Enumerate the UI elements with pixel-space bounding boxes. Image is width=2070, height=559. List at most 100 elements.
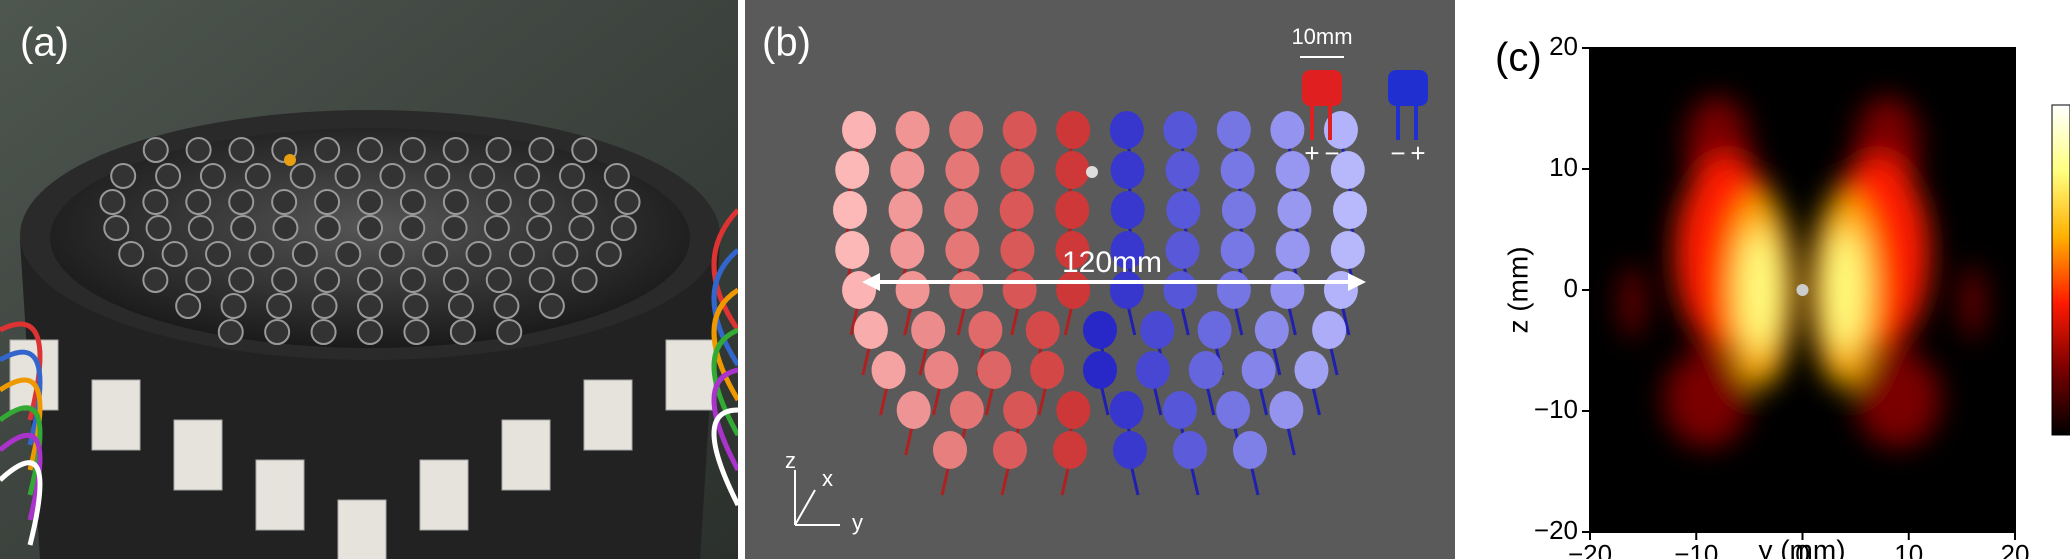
transducer [357,293,383,319]
transducer [483,215,510,241]
axis-letter: y [852,510,863,535]
y-tick-label: −20 [1534,515,1578,545]
transducer [944,191,979,229]
transducer [314,267,341,293]
transducer [538,293,565,319]
y-tick-label: −10 [1534,394,1578,424]
transducer [442,137,469,163]
pin-polarity: + [1304,138,1319,168]
wire [711,208,738,332]
transducer [357,189,383,215]
transducer [1055,231,1090,269]
transducer [379,163,406,189]
panel-label: (a) [20,21,69,65]
scale-label: 10mm [1291,24,1352,49]
transducer [1002,111,1037,149]
transducer [310,319,337,345]
transducer [993,431,1027,469]
connector [255,459,305,531]
transducer [1163,271,1198,309]
transducer [145,215,172,241]
transducer [402,293,429,319]
transducer [528,137,555,163]
transducer [842,271,877,309]
transducer [1165,231,1200,269]
focus-point [1086,166,1098,178]
pin-polarity: + [1410,138,1425,168]
transducer [610,215,637,241]
connector [501,419,551,491]
transducer [614,189,641,215]
transducer [1000,231,1035,269]
heat-blob [1825,229,1865,351]
transducer [1216,111,1251,149]
transducer [469,163,496,189]
photo-panel [0,0,738,559]
transducer [968,311,1003,349]
bead [284,154,296,166]
transducer [1269,391,1304,429]
transducer [1055,191,1090,229]
transducer [871,351,906,389]
transducer [571,267,598,293]
transducer [1113,431,1147,469]
transducer [1109,111,1144,149]
transducer [266,293,293,319]
transducer [833,191,867,229]
transducer [1241,351,1276,389]
axis-letter: z [785,448,796,473]
transducer [1165,151,1200,189]
transducer [571,189,598,215]
transducer [1221,191,1256,229]
transducer [228,267,255,293]
heat-blob [1961,265,1984,339]
transducer [1002,271,1037,309]
transducer [271,189,298,215]
transducer [1055,151,1090,189]
transducer [442,267,469,293]
x-tick-label: 10 [1894,539,1923,559]
transducer [155,163,182,189]
transducer [552,241,579,267]
transducer [1188,351,1223,389]
wire [711,367,738,472]
transducer [568,215,595,241]
transducer [1163,111,1198,149]
transducer [1197,311,1232,349]
wire [0,349,43,446]
wire [711,327,738,437]
transducer [493,293,520,319]
heat-blob [1664,350,1750,448]
transducer [485,267,512,293]
transducer [422,241,449,267]
transducer [357,137,383,163]
transducer [1254,311,1289,349]
transducer [424,163,451,189]
transducer [185,267,212,293]
transducer [603,163,630,189]
transducer [142,267,169,293]
transducer [161,241,188,267]
focus-point [1796,284,1809,296]
transducer [1275,151,1310,189]
transducer [103,215,130,241]
wire [0,432,43,521]
x-tick-label: 0 [1795,539,1809,559]
wire [0,321,43,421]
transducer [465,241,492,267]
pin-polarity: − [1324,138,1339,168]
transducer [924,351,959,389]
connector [665,339,715,411]
transducer [890,231,925,269]
transducer [244,163,271,189]
transducer [314,189,341,215]
transducer [1275,231,1310,269]
transducer [1030,351,1065,389]
transducer [853,311,888,349]
transducer [314,137,341,163]
transducer [110,163,137,189]
transducer [528,189,555,215]
x-tick-label: 20 [2001,539,2030,559]
transducer [1110,191,1145,229]
